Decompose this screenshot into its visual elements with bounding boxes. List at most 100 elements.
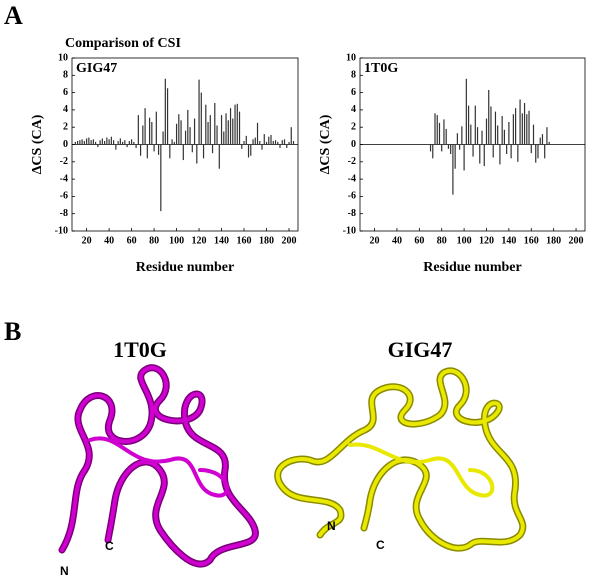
terminus-label: C bbox=[105, 539, 114, 553]
bar bbox=[436, 115, 438, 145]
bar bbox=[236, 103, 238, 145]
bar bbox=[499, 144, 501, 165]
bar bbox=[79, 140, 81, 145]
bar bbox=[110, 136, 112, 145]
bar bbox=[286, 144, 288, 148]
bar bbox=[119, 138, 121, 145]
bar bbox=[200, 92, 202, 145]
bar bbox=[142, 125, 144, 145]
bar bbox=[128, 141, 130, 145]
bar bbox=[113, 140, 115, 145]
y-tick-label: -10 bbox=[343, 225, 356, 236]
bar bbox=[279, 144, 281, 148]
bar bbox=[126, 144, 128, 148]
bar bbox=[202, 144, 205, 159]
y-axis-label: ΔCS (CA) bbox=[318, 114, 333, 174]
bar bbox=[494, 111, 497, 145]
bar bbox=[184, 130, 187, 145]
panel-label: A bbox=[4, 1, 23, 30]
bar bbox=[214, 102, 216, 145]
bar bbox=[252, 139, 254, 145]
bar bbox=[234, 104, 236, 145]
bar bbox=[182, 144, 184, 161]
y-tick-label: -8 bbox=[60, 208, 68, 219]
structure-title: 1T0G bbox=[113, 337, 167, 362]
bar bbox=[130, 139, 133, 145]
x-axis-label: Residue number bbox=[423, 260, 521, 275]
bar bbox=[211, 144, 214, 154]
bar bbox=[169, 144, 171, 159]
ribbon-gig47 bbox=[274, 367, 527, 552]
y-tick-label: 2 bbox=[63, 121, 68, 132]
bar bbox=[86, 138, 88, 145]
bar bbox=[472, 144, 474, 157]
bar bbox=[151, 122, 153, 145]
bar bbox=[265, 141, 268, 145]
y-tick-label: 4 bbox=[63, 104, 68, 115]
bar bbox=[429, 144, 432, 152]
chart-title: Comparison of CSI bbox=[65, 36, 181, 51]
bar bbox=[535, 144, 537, 163]
bar bbox=[121, 141, 124, 145]
bar bbox=[193, 118, 196, 145]
bar bbox=[124, 140, 126, 145]
bar bbox=[241, 144, 243, 149]
panel-label: 1T0G bbox=[364, 61, 398, 76]
bar bbox=[207, 122, 209, 145]
bar bbox=[117, 141, 119, 145]
bar bbox=[196, 144, 198, 164]
bar bbox=[135, 144, 137, 148]
bar bbox=[254, 137, 256, 145]
bar bbox=[95, 141, 97, 145]
x-tick-label: 140 bbox=[214, 235, 229, 246]
panel-label: GIG47 bbox=[76, 61, 117, 76]
bar bbox=[92, 139, 94, 145]
bar bbox=[503, 129, 506, 145]
bar bbox=[530, 144, 532, 154]
bar bbox=[488, 90, 490, 145]
bar bbox=[467, 105, 470, 145]
bar bbox=[512, 114, 514, 145]
x-tick-label: 60 bbox=[127, 235, 137, 246]
x-tick-label: 20 bbox=[82, 235, 92, 246]
bar bbox=[209, 115, 211, 145]
bar bbox=[99, 140, 101, 145]
bar bbox=[447, 144, 450, 149]
bar bbox=[148, 117, 151, 145]
bar bbox=[232, 118, 234, 145]
y-tick-label: -4 bbox=[60, 173, 68, 184]
bar bbox=[157, 144, 160, 155]
bar bbox=[283, 139, 286, 145]
bar bbox=[180, 120, 182, 145]
bar bbox=[218, 144, 220, 169]
x-tick-label: 100 bbox=[169, 235, 184, 246]
x-tick-label: 200 bbox=[282, 235, 297, 246]
bar bbox=[474, 105, 476, 145]
bar bbox=[225, 113, 227, 145]
x-tick-label: 80 bbox=[149, 235, 159, 246]
bar bbox=[274, 140, 277, 145]
bar bbox=[290, 127, 292, 145]
bar bbox=[261, 144, 263, 150]
bar bbox=[277, 141, 279, 145]
bar bbox=[178, 114, 180, 145]
bar bbox=[238, 111, 241, 145]
x-tick-label: 200 bbox=[569, 235, 584, 246]
x-tick-label: 40 bbox=[104, 235, 114, 246]
bar bbox=[164, 78, 166, 145]
bar bbox=[454, 144, 456, 169]
bar bbox=[187, 109, 189, 145]
bar bbox=[106, 137, 108, 145]
bar bbox=[456, 133, 458, 145]
bar bbox=[519, 99, 521, 145]
y-tick-label: -2 bbox=[60, 156, 68, 167]
bar bbox=[483, 144, 485, 167]
bar bbox=[541, 134, 544, 145]
bar bbox=[146, 144, 148, 159]
y-tick-label: 10 bbox=[346, 52, 356, 63]
y-tick-label: 0 bbox=[63, 139, 68, 150]
bar bbox=[88, 137, 90, 145]
bar bbox=[526, 114, 528, 145]
bar bbox=[137, 115, 139, 145]
